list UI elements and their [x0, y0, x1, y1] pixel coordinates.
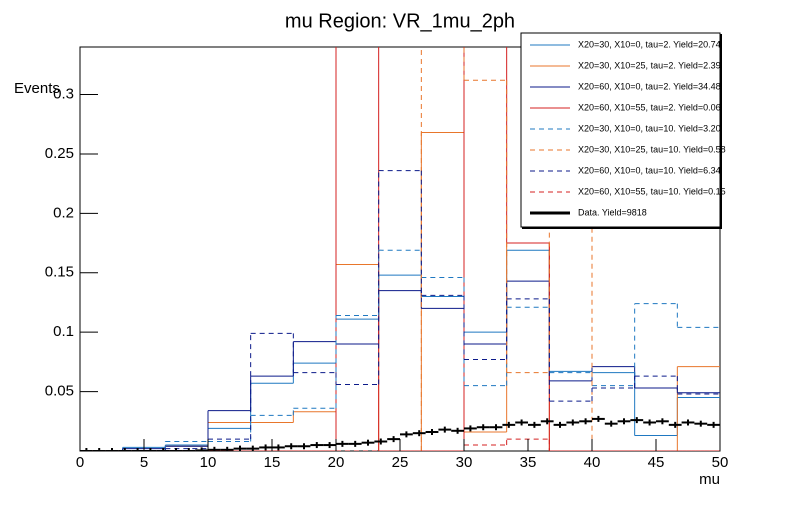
- data-point: [233, 445, 247, 451]
- data-point: [528, 421, 541, 428]
- x-tick-label: 25: [392, 454, 409, 471]
- data-point: [374, 438, 388, 445]
- data-point: [668, 421, 682, 428]
- data-point: [387, 436, 400, 443]
- data-point: [464, 425, 477, 432]
- data-point: [502, 421, 516, 428]
- legend-label: X20=30, X10=25, tau=10. Yield=0.58: [578, 144, 726, 154]
- legend-label: X20=30, X10=25, tau=2. Yield=2.39: [578, 60, 721, 70]
- data-point: [156, 448, 170, 451]
- data-point: [297, 443, 311, 450]
- data-point: [681, 419, 695, 426]
- data-point: [246, 445, 260, 451]
- x-tick-label: 35: [520, 454, 537, 471]
- data-point: [630, 417, 644, 424]
- legend-label: X20=60, X10=55, tau=10. Yield=0.15: [578, 186, 726, 196]
- data-point: [92, 448, 106, 451]
- data-point: [144, 448, 157, 451]
- data-point: [336, 440, 349, 447]
- data-point: [169, 448, 183, 451]
- legend-box: [520, 32, 721, 228]
- data-point: [361, 439, 375, 446]
- x-tick-label: 15: [264, 454, 281, 471]
- data-point: [105, 448, 119, 451]
- data-point: [707, 421, 720, 428]
- data-point: [489, 424, 503, 431]
- data-point: [310, 442, 324, 449]
- y-tick-label: 0.3: [53, 85, 74, 102]
- x-tick-label: 40: [584, 454, 601, 471]
- data-point: [208, 446, 221, 451]
- y-tick-label: 0.15: [45, 264, 74, 281]
- x-tick-label: 30: [456, 454, 473, 471]
- data-point: [272, 444, 285, 451]
- legend-label: X20=60, X10=55, tau=2. Yield=0.06: [578, 102, 721, 112]
- data-point: [438, 426, 452, 433]
- data-point: [617, 418, 631, 425]
- data-point: [553, 421, 567, 428]
- data-point: [182, 448, 196, 451]
- data-point: [284, 443, 298, 450]
- data-point: [451, 427, 464, 434]
- legend-label: X20=60, X10=0, tau=2. Yield=34.48: [578, 81, 721, 91]
- y-axis-label: Events: [14, 80, 60, 97]
- y-tick-label: 0.25: [45, 145, 74, 162]
- x-tick-label: 0: [76, 454, 84, 471]
- data-point: [323, 442, 336, 449]
- data-point: [515, 419, 528, 426]
- data-point: [592, 415, 605, 422]
- data-point: [80, 448, 93, 451]
- data-point: [425, 428, 439, 435]
- legend-label: X20=30, X10=0, tau=2. Yield=20.74: [578, 39, 721, 49]
- legend-label: X20=30, X10=0, tau=10. Yield=3.20: [578, 123, 721, 133]
- x-tick-label: 45: [648, 454, 665, 471]
- data-point: [259, 444, 272, 451]
- data-point: [400, 431, 413, 438]
- x-tick-label: 20: [328, 454, 345, 471]
- x-tick-label: 50: [712, 454, 729, 471]
- data-point: [118, 448, 132, 451]
- plot-area: [80, 47, 720, 451]
- x-tick-label: 5: [140, 454, 148, 471]
- data-point: [643, 419, 656, 426]
- data-point: [476, 424, 490, 431]
- legend-label: X20=60, X10=0, tau=10. Yield=6.34: [578, 165, 721, 175]
- x-tick-label: 10: [200, 454, 217, 471]
- y-tick-label: 0.2: [53, 204, 74, 221]
- data-point: [566, 419, 580, 426]
- data-point: [604, 420, 618, 427]
- data-point: [579, 418, 592, 425]
- data-point: [656, 418, 669, 425]
- data-point: [195, 447, 208, 451]
- x-axis-label: mu: [699, 471, 720, 488]
- data-point: [412, 430, 426, 437]
- data-point: [220, 446, 234, 451]
- data-point: [348, 440, 362, 447]
- legend-label: Data. Yield=9818: [578, 207, 647, 217]
- y-tick-label: 0.1: [53, 323, 74, 340]
- chart-title: mu Region: VR_1mu_2ph: [285, 10, 515, 32]
- y-tick-label: 0.05: [45, 383, 74, 400]
- data-point: [131, 448, 144, 451]
- data-point: [694, 420, 708, 427]
- data-point: [540, 418, 554, 425]
